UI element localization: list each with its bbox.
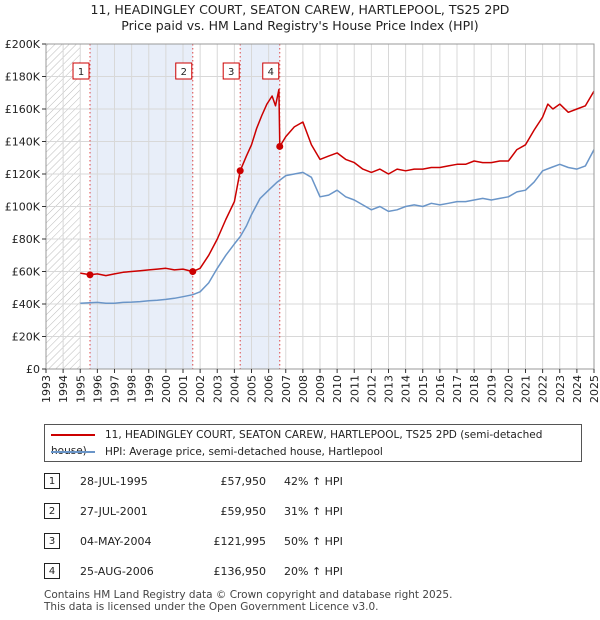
property-price-line	[80, 88, 595, 277]
x-tick-label: 1995	[74, 375, 87, 403]
x-tick-label: 2005	[246, 375, 259, 403]
x-tick-label: 2012	[365, 375, 378, 403]
x-tick-label: 2015	[417, 375, 430, 403]
sale-hpi-change: 50% ↑ HPI	[284, 535, 343, 548]
sale-price: £59,950	[220, 505, 267, 518]
y-tick-label: £20K	[12, 331, 41, 344]
sale-row: 1 28-JUL-1995 £57,950 42% ↑ HPI	[44, 472, 444, 492]
sale-label-number: 1	[78, 67, 84, 78]
sale-date: 04-MAY-2004	[80, 535, 152, 548]
sale-number-badge: 1	[44, 473, 60, 489]
x-tick-label: 2008	[297, 375, 310, 403]
y-tick-label: £200K	[5, 38, 41, 51]
legend-item-property: 11, HEADINGLEY COURT, SEATON CAREW, HART…	[51, 427, 581, 457]
x-tick-label: 2014	[400, 375, 413, 403]
x-tick-label: 2021	[520, 375, 533, 403]
sale-price: £121,995	[213, 535, 267, 548]
sale-point	[189, 268, 197, 276]
sale-point	[276, 142, 284, 150]
y-tick-label: £120K	[5, 168, 41, 181]
x-tick-label: 2023	[554, 375, 567, 403]
y-tick-label: £40K	[12, 298, 41, 311]
sale-label-number: 2	[181, 67, 187, 78]
y-tick-label: £60K	[12, 266, 41, 279]
sale-label-number: 3	[228, 67, 234, 78]
property-line-swatch	[51, 434, 95, 436]
x-tick-label: 2024	[571, 375, 584, 403]
sale-date: 28-JUL-1995	[80, 475, 148, 488]
chart-subtitle: Price paid vs. HM Land Registry's House …	[121, 18, 479, 33]
x-tick-label: 1999	[143, 375, 156, 403]
sale-row: 3 04-MAY-2004 £121,995 50% ↑ HPI	[44, 532, 444, 552]
chart-legend: 11, HEADINGLEY COURT, SEATON CAREW, HART…	[44, 424, 582, 462]
sale-point	[86, 271, 94, 279]
sale-number-badge: 4	[44, 563, 60, 579]
sale-hpi-change: 42% ↑ HPI	[284, 475, 343, 488]
sale-row: 2 27-JUL-2001 £59,950 31% ↑ HPI	[44, 502, 444, 522]
x-tick-label: 1997	[109, 375, 122, 403]
sale-label-box	[72, 62, 90, 80]
legend-item-hpi: HPI: Average price, semi-detached house,…	[51, 444, 383, 460]
sale-number-badge: 2	[44, 503, 60, 519]
footer-copyright: Contains HM Land Registry data © Crown c…	[44, 589, 453, 601]
y-tick-label: £160K	[5, 103, 41, 116]
x-tick-label: 2016	[434, 375, 447, 403]
hpi-line	[80, 149, 595, 304]
x-tick-label: 2017	[451, 375, 464, 403]
x-tick-label: 2006	[263, 375, 276, 403]
sale-label-box	[175, 62, 193, 80]
sale-date: 27-JUL-2001	[80, 505, 148, 518]
y-tick-label: £0	[26, 363, 40, 376]
x-tick-label: 2003	[211, 375, 224, 403]
x-tick-label: 2002	[194, 375, 207, 403]
y-tick-label: £80K	[12, 233, 41, 246]
x-tick-label: 2025	[588, 375, 600, 403]
x-tick-label: 1998	[126, 375, 139, 403]
y-tick-label: £100K	[5, 201, 41, 214]
sale-row: 4 25-AUG-2006 £136,950 20% ↑ HPI	[44, 562, 444, 582]
sale-hpi-change: 20% ↑ HPI	[284, 565, 343, 578]
x-tick-label: 1996	[91, 375, 104, 403]
sale-point	[236, 167, 244, 175]
sale-date: 25-AUG-2006	[80, 565, 154, 578]
sale-hpi-change: 31% ↑ HPI	[284, 505, 343, 518]
x-tick-label: 2011	[348, 375, 361, 403]
x-tick-label: 1993	[40, 375, 53, 403]
hpi-line-swatch	[51, 451, 95, 453]
x-tick-label: 2010	[331, 375, 344, 403]
x-tick-label: 2013	[383, 375, 396, 403]
y-tick-label: £140K	[5, 136, 41, 149]
sale-price: £136,950	[213, 565, 267, 578]
x-tick-label: 2022	[537, 375, 550, 403]
x-tick-label: 2009	[314, 375, 327, 403]
x-tick-label: 2018	[468, 375, 481, 403]
price-chart: 1 2 3 4 £0 £20K £40K £60K £80K £100K £120K £140K £16…	[5, 38, 600, 403]
y-tick-label: £180K	[5, 71, 41, 84]
sale-label-number: 4	[268, 67, 274, 78]
x-tick-label: 2020	[502, 375, 515, 403]
x-tick-label: 2019	[485, 375, 498, 403]
sale-label-box	[222, 62, 240, 80]
sale-price: £57,950	[220, 475, 267, 488]
x-tick-label: 2004	[228, 375, 241, 403]
x-tick-label: 2007	[280, 375, 293, 403]
x-tick-label: 2001	[177, 375, 190, 403]
sale-label-box	[262, 62, 280, 80]
x-tick-label: 1994	[57, 375, 70, 403]
x-tick-label: 2000	[160, 375, 173, 403]
sale-number-badge: 3	[44, 533, 60, 549]
legend-hpi-label: HPI: Average price, semi-detached house,…	[105, 446, 383, 458]
chart-title: 11, HEADINGLEY COURT, SEATON CAREW, HART…	[90, 2, 510, 17]
footer-attribution: Contains HM Land Registry data © Crown c…	[44, 589, 453, 613]
footer-licence: This data is licensed under the Open Gov…	[44, 600, 379, 613]
